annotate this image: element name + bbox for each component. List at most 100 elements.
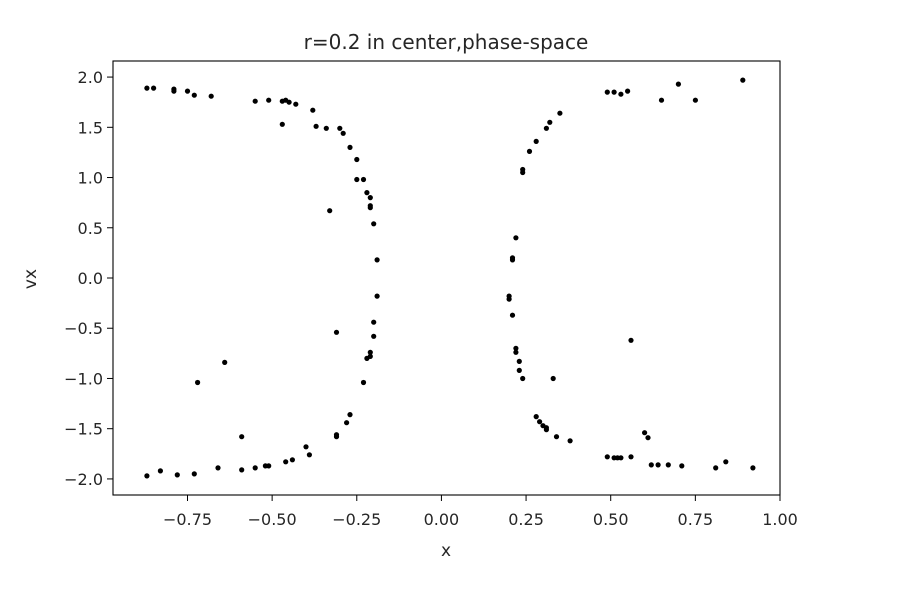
x-axis-label: x: [441, 541, 451, 561]
x-tick-label: 1.00: [762, 510, 798, 529]
x-tick-label: 0.50: [593, 510, 629, 529]
y-tick-label: 2.0: [78, 68, 103, 87]
data-point: [604, 454, 610, 460]
data-point: [323, 125, 329, 131]
data-point: [642, 430, 648, 436]
data-point: [543, 125, 550, 131]
x-tick-label: 0.00: [424, 510, 460, 529]
data-point: [347, 412, 353, 418]
data-point: [506, 296, 512, 302]
data-point: [533, 138, 539, 144]
data-point: [360, 176, 367, 183]
data-point: [354, 176, 360, 183]
y-tick-label: 0.0: [78, 269, 103, 288]
data-point: [513, 235, 519, 241]
data-point: [144, 85, 150, 91]
data-point: [252, 98, 258, 104]
data-point: [371, 333, 377, 339]
plot-frame: [112, 60, 781, 496]
data-point: [279, 121, 285, 127]
data-point: [645, 435, 651, 441]
chart-title: r=0.2 in center,phase-space: [304, 30, 589, 54]
data-point: [604, 89, 610, 95]
data-point: [252, 465, 258, 471]
x-tick-label: 0.75: [678, 510, 714, 529]
data-point: [537, 419, 543, 425]
data-point: [184, 88, 191, 94]
data-point: [151, 85, 157, 91]
data-point: [333, 434, 340, 440]
data-point: [313, 123, 319, 129]
data-point: [266, 97, 272, 103]
data-point: [625, 88, 631, 94]
data-point: [618, 455, 624, 461]
x-tick-label: −0.25: [332, 510, 381, 529]
data-point: [520, 169, 526, 176]
y-axis-label: vx: [21, 269, 41, 289]
data-point: [516, 358, 522, 364]
data-point: [333, 329, 340, 335]
data-point: [509, 312, 516, 318]
data-point: [371, 221, 377, 227]
data-point: [283, 459, 289, 465]
data-point: [655, 462, 661, 468]
x-tick-label: 0.25: [508, 510, 544, 529]
y-tick-label: −1.5: [64, 420, 103, 439]
data-point: [513, 349, 519, 355]
data-point: [520, 375, 526, 382]
data-point: [740, 77, 746, 83]
data-point: [679, 463, 685, 469]
data-point: [648, 462, 654, 468]
data-point: [665, 462, 671, 468]
data-point: [526, 148, 533, 154]
y-tick-label: 1.0: [78, 169, 103, 188]
points-layer: [144, 77, 756, 479]
data-point: [157, 468, 163, 474]
data-point: [293, 101, 299, 107]
data-point: [222, 359, 228, 365]
y-tick-label: −1.0: [64, 369, 103, 388]
data-point: [310, 107, 316, 113]
data-point: [340, 130, 346, 136]
data-point: [723, 459, 729, 465]
data-point: [347, 144, 353, 150]
x-tick-label: −0.50: [248, 510, 297, 529]
data-point: [289, 457, 295, 463]
data-point: [628, 337, 634, 343]
data-point: [692, 97, 699, 103]
data-point: [344, 420, 350, 426]
data-point: [171, 88, 177, 94]
data-point: [543, 427, 550, 433]
data-point: [658, 97, 665, 103]
data-point: [191, 471, 197, 477]
data-point: [567, 438, 573, 444]
data-point: [195, 379, 201, 386]
data-point: [547, 119, 553, 125]
data-point: [509, 257, 516, 263]
y-tick-label: −0.5: [64, 319, 103, 338]
data-point: [337, 125, 343, 131]
data-point: [557, 110, 563, 116]
data-point: [215, 465, 221, 471]
data-point: [550, 375, 556, 382]
data-point: [239, 467, 245, 473]
data-point: [516, 367, 522, 373]
data-point: [713, 465, 719, 471]
data-point: [367, 195, 373, 201]
y-tick-label: −2.0: [64, 470, 103, 489]
data-point: [367, 349, 373, 355]
data-point: [371, 319, 377, 325]
x-axis: −0.75 −0.50 −0.25 0.00 0.25 0.50 0.75 1.00: [163, 495, 798, 529]
data-point: [360, 379, 367, 386]
data-point: [374, 293, 380, 299]
data-point: [513, 345, 519, 351]
data-point: [303, 444, 309, 450]
data-point: [533, 414, 539, 420]
data-point: [306, 452, 312, 458]
data-point: [611, 89, 617, 95]
data-point: [144, 473, 150, 479]
y-tick-label: 1.5: [78, 118, 103, 137]
data-point: [367, 205, 373, 211]
data-point: [191, 92, 197, 98]
